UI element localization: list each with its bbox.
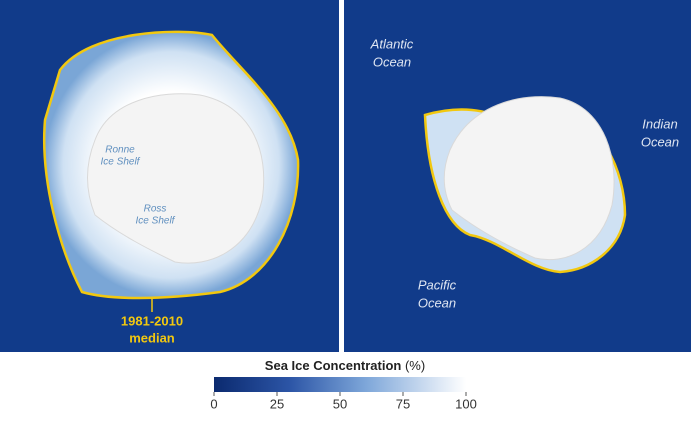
ross-label: Ice Shelf: [136, 216, 176, 227]
ronne-label: Ice Shelf: [101, 157, 141, 168]
pacific-label: Pacific: [418, 277, 457, 292]
colorbar-ticks: 0 25 50 75 100: [210, 392, 477, 411]
colorbar-tick-label: 100: [455, 396, 477, 411]
antarctica-right: [443, 96, 615, 261]
median-outline-left: [43, 30, 300, 300]
colorbar: [214, 377, 466, 392]
ross-label: Ross: [144, 204, 167, 215]
colorbar-title: Sea Ice Concentration (%): [265, 358, 425, 373]
colorbar-title-text: Sea Ice Concentration: [265, 358, 402, 373]
antarctica-left: [87, 93, 265, 264]
colorbar-unit: (%): [405, 358, 425, 373]
indian-label: Indian: [642, 116, 677, 131]
colorbar-tick-label: 50: [333, 396, 347, 411]
median-label: 1981-2010: [121, 313, 183, 328]
atlantic-label: Ocean: [373, 54, 411, 69]
colorbar-tick-label: 25: [270, 396, 284, 411]
indian-label: Ocean: [641, 134, 679, 149]
ronne-label: Ronne: [105, 145, 135, 156]
colorbar-tick-label: 75: [396, 396, 410, 411]
atlantic-label: Atlantic: [370, 36, 414, 51]
median-label: median: [129, 330, 175, 345]
pacific-label: Ocean: [418, 295, 456, 310]
colorbar-tick-label: 0: [210, 396, 217, 411]
